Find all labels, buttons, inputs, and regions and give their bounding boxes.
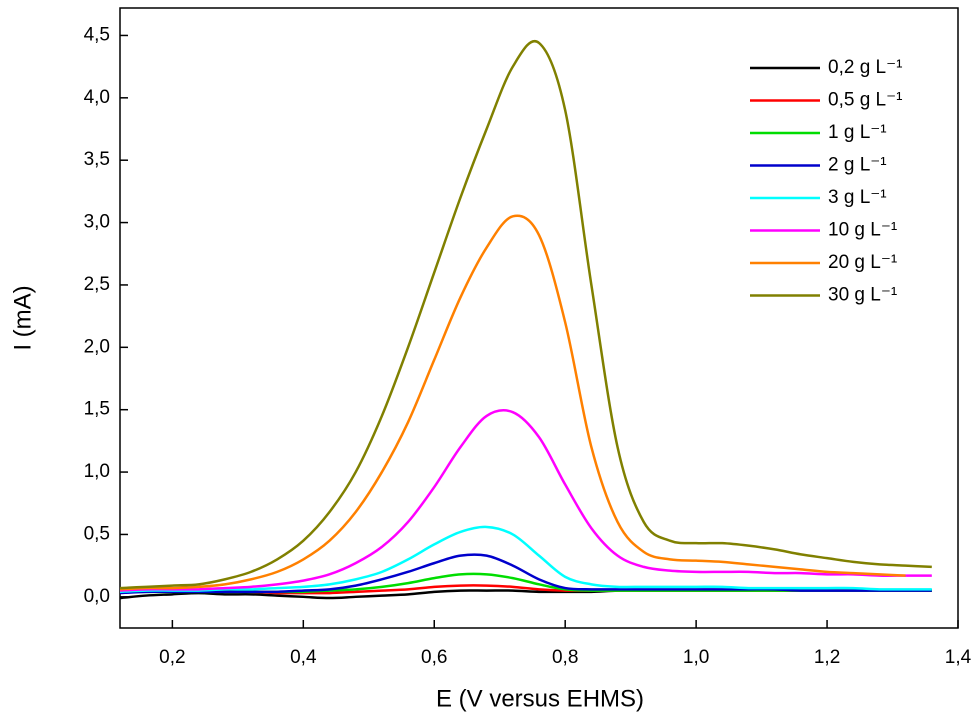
legend-label: 3 g L⁻¹: [828, 187, 887, 208]
legend-label: 20 g L⁻¹: [828, 252, 897, 273]
series-line: [119, 409, 932, 592]
y-tick-label: 0,5: [84, 523, 110, 544]
y-axis-title: I (mA): [9, 285, 36, 350]
x-tick-label: 0,4: [290, 647, 317, 668]
y-tick-label: 4,0: [84, 87, 110, 108]
y-tick-label: 2,5: [84, 274, 110, 295]
series-line: [119, 525, 932, 594]
legend-label: 2 g L⁻¹: [828, 155, 887, 176]
y-tick-label: 4,5: [84, 24, 110, 45]
legend-label: 10 g L⁻¹: [828, 220, 897, 241]
x-tick-label: 0,8: [552, 647, 578, 668]
plot-frame: [119, 7, 959, 629]
x-tick-label: 1,4: [945, 647, 972, 668]
y-tick-label: 0,0: [84, 586, 110, 607]
legend-label: 0,5 g L⁻¹: [828, 90, 902, 111]
legend-label: 30 g L⁻¹: [828, 285, 897, 306]
y-tick-label: 1,5: [84, 399, 110, 420]
x-tick-label: 0,6: [421, 647, 447, 668]
y-tick-label: 3,0: [84, 212, 110, 233]
x-tick-label: 1,2: [814, 647, 840, 668]
series-line: [119, 214, 906, 591]
x-tick-label: 0,2: [159, 647, 185, 668]
legend-label: 0,2 g L⁻¹: [828, 57, 902, 78]
x-axis-title: E (V versus EHMS): [436, 685, 644, 712]
legend-label: 1 g L⁻¹: [828, 122, 887, 143]
y-tick-label: 3,5: [84, 149, 110, 170]
x-tick-label: 1,0: [683, 647, 709, 668]
series-line: [119, 40, 932, 590]
y-tick-label: 2,0: [84, 336, 110, 357]
y-tick-label: 1,0: [84, 461, 110, 482]
series-line: [119, 553, 932, 595]
